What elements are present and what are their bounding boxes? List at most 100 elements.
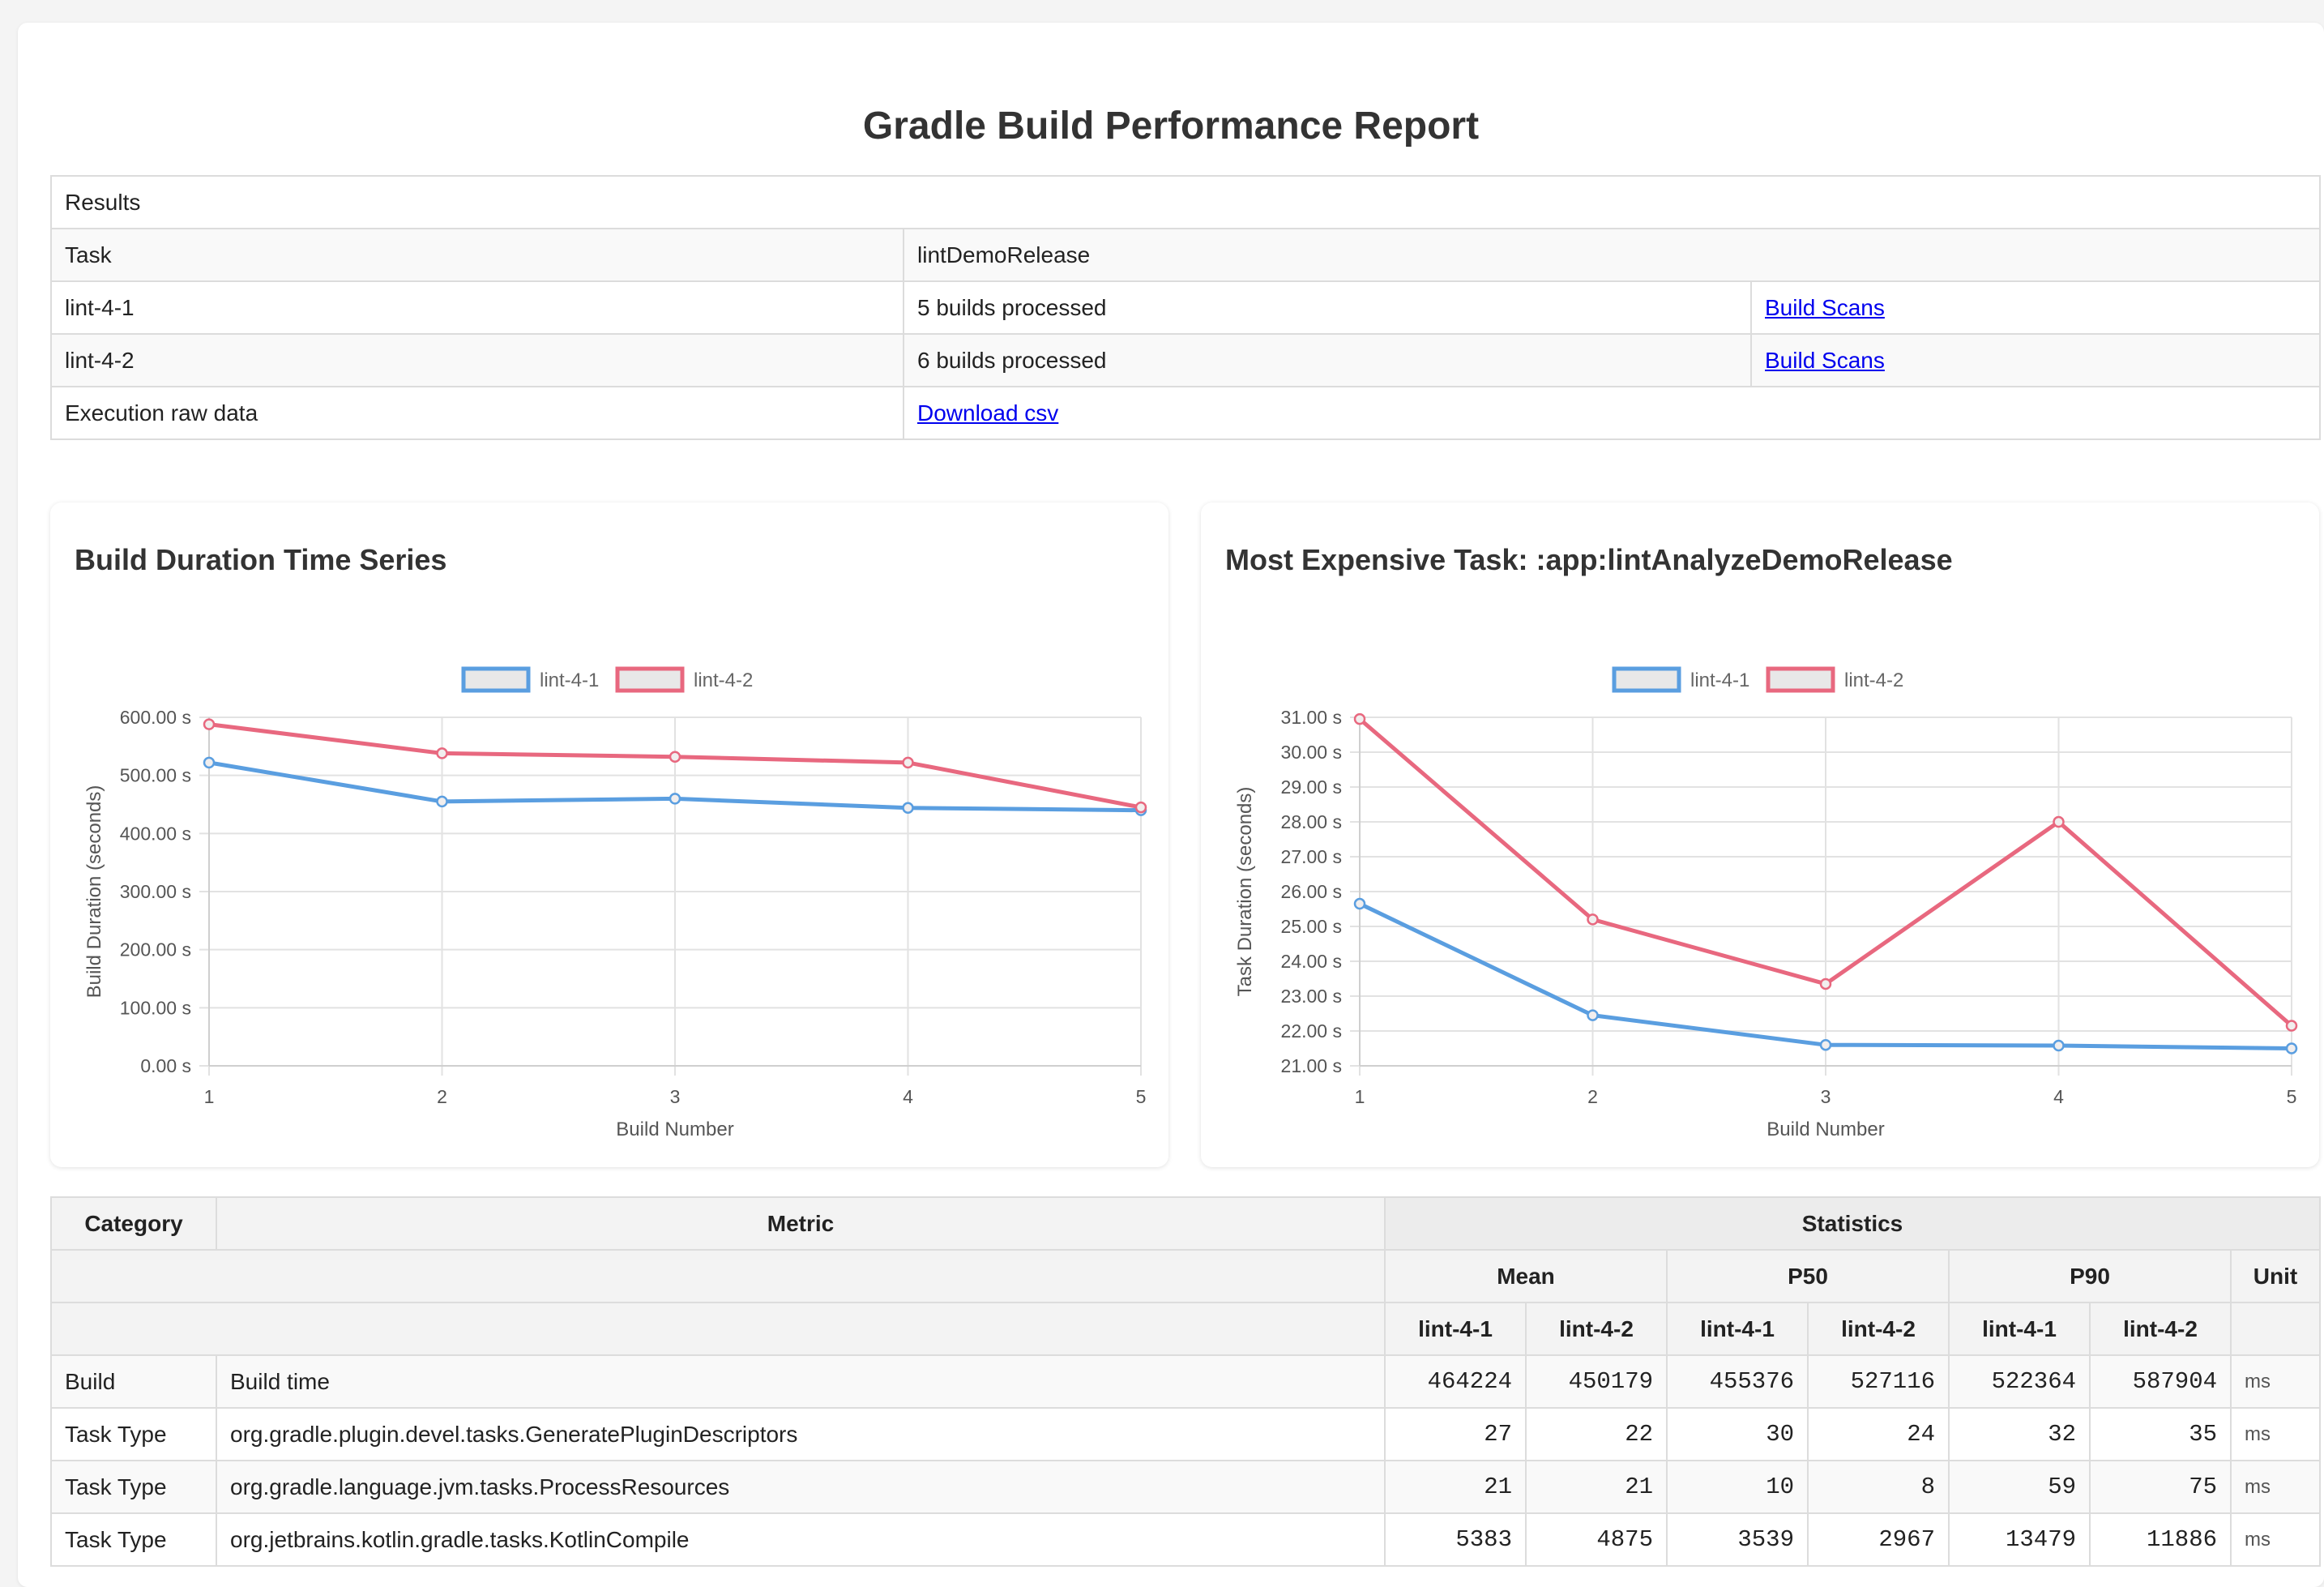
variant-header: lint-4-1: [1948, 1302, 2091, 1356]
data-point: [669, 793, 681, 805]
download-csv-cell: Download csv: [902, 386, 2322, 440]
x-tick-label: 2: [1587, 1086, 1598, 1107]
x-axis-title: Build Number: [616, 1119, 733, 1140]
value-cell: 450179: [1525, 1354, 1668, 1409]
y-tick-label: 0.00 s: [140, 1055, 191, 1076]
build-scans-link[interactable]: Build Scans: [1765, 347, 1885, 373]
data-point: [1819, 1038, 1832, 1051]
x-tick-label: 5: [1136, 1086, 1147, 1107]
data-point: [2285, 1042, 2298, 1054]
y-tick-label: 29.00 s: [1281, 776, 1342, 798]
data-point: [902, 802, 914, 815]
value-cell: 22: [1525, 1407, 1668, 1461]
x-tick-label: 4: [2053, 1086, 2064, 1107]
x-tick-label: 3: [670, 1086, 681, 1107]
y-tick-label: 27.00 s: [1281, 846, 1342, 867]
unit-cell: ms: [2229, 1460, 2322, 1514]
y-tick-label: 200.00 s: [120, 939, 191, 960]
metric-cell: org.gradle.language.jvm.tasks.ProcessRes…: [216, 1460, 1386, 1514]
value-cell: 587904: [2089, 1354, 2232, 1409]
y-tick-label: 400.00 s: [120, 823, 191, 844]
x-tick-label: 4: [903, 1086, 913, 1107]
category-cell: Task Type: [50, 1460, 217, 1514]
variant-header: lint-4-2: [2089, 1302, 2232, 1356]
data-point: [1134, 801, 1147, 814]
metrics-table: Category Metric Statistics Mean P50 P90 …: [50, 1196, 2322, 1567]
variant-header: lint-4-1: [1384, 1302, 1527, 1356]
value-cell: 11886: [2089, 1512, 2232, 1567]
variant-name: lint-4-2: [50, 333, 904, 387]
build-duration-chart: 600.00 s 500.00 s 400.00 s 300.00 s 200.00 s…: [83, 666, 1147, 1140]
y-tick-label: 30.00 s: [1281, 742, 1342, 763]
x-tick-label: 1: [1355, 1086, 1365, 1107]
legend-swatch: [461, 666, 531, 693]
x-tick-label: 2: [437, 1086, 447, 1107]
table-row: Task Type org.gradle.plugin.devel.tasks.…: [50, 1407, 2322, 1461]
legend-label: lint-4-1: [1690, 669, 1749, 691]
data-point: [2053, 1039, 2065, 1052]
x-tick-label: 1: [204, 1086, 215, 1107]
table-header-row: Mean P50 P90 Unit: [50, 1249, 2322, 1303]
y-axis-title: Build Duration (seconds): [83, 785, 105, 999]
value-cell: 4875: [1525, 1512, 1668, 1567]
table-row: Task Type org.gradle.language.jvm.tasks.…: [50, 1460, 2322, 1514]
data-point: [1587, 1009, 1599, 1021]
task-label: Task: [50, 228, 904, 282]
category-header: Category: [50, 1196, 217, 1251]
build-scans-link[interactable]: Build Scans: [1765, 294, 1885, 320]
value-cell: 21: [1384, 1460, 1527, 1514]
y-tick-label: 100.00 s: [120, 997, 191, 1018]
legend-swatch: [615, 666, 685, 693]
raw-data-label: Execution raw data: [50, 386, 904, 440]
task-value: lintDemoRelease: [902, 228, 2322, 282]
chart-title: Build Duration Time Series: [75, 543, 447, 576]
value-cell: 24: [1807, 1407, 1950, 1461]
data-point: [203, 718, 216, 730]
y-tick-label: 26.00 s: [1281, 881, 1342, 902]
y-tick-label: 28.00 s: [1281, 811, 1342, 832]
value-cell: 13479: [1948, 1512, 2091, 1567]
data-point: [1587, 913, 1599, 926]
value-cell: 5383: [1384, 1512, 1527, 1567]
y-tick-label: 31.00 s: [1281, 707, 1342, 728]
value-cell: 527116: [1807, 1354, 1950, 1409]
value-cell: 10: [1666, 1460, 1809, 1514]
category-cell: Task Type: [50, 1407, 217, 1461]
y-tick-label: 300.00 s: [120, 881, 191, 902]
metric-header: Metric: [216, 1196, 1386, 1251]
mean-header: Mean: [1384, 1249, 1668, 1303]
download-csv-link[interactable]: Download csv: [917, 400, 1059, 426]
table-header-row: Category Metric Statistics: [50, 1196, 2322, 1251]
value-cell: 21: [1525, 1460, 1668, 1514]
header-spacer: [50, 1249, 1386, 1303]
value-cell: 35: [2089, 1407, 2232, 1461]
data-point: [1819, 977, 1832, 990]
statistics-header: Statistics: [1383, 1196, 2322, 1251]
unit-header: Unit: [2229, 1249, 2322, 1303]
build-scans-cell: Build Scans: [1749, 280, 2322, 335]
x-tick-label: 3: [1821, 1086, 1831, 1107]
value-cell: 30: [1666, 1407, 1809, 1461]
value-cell: 8: [1807, 1460, 1950, 1514]
y-tick-label: 21.00 s: [1281, 1055, 1342, 1076]
value-cell: 522364: [1948, 1354, 2091, 1409]
page-title: Gradle Build Performance Report: [862, 105, 1480, 148]
value-cell: 59: [1948, 1460, 2091, 1514]
header-spacer: [2229, 1302, 2322, 1356]
data-point: [669, 751, 681, 763]
x-axis-title: Build Number: [1766, 1119, 1884, 1140]
builds-processed: 5 builds processed: [903, 280, 1752, 335]
metric-cell: org.gradle.plugin.devel.tasks.GeneratePl…: [216, 1407, 1386, 1461]
summary-table: Results Task lintDemoRelease lint-4-1 5 …: [49, 175, 2322, 440]
category-cell: Build: [50, 1354, 217, 1409]
expensive-task-chart: 31.00 s 30.00 s 29.00 s 28.00 s 27.00 s 26.00…: [1234, 666, 2298, 1140]
data-point: [902, 756, 914, 769]
y-tick-label: 22.00 s: [1281, 1020, 1342, 1042]
results-label: Results: [49, 175, 2322, 229]
table-row: Execution raw data Download csv: [50, 386, 2322, 440]
metric-cell: Build time: [216, 1354, 1386, 1409]
variant-name: lint-4-1: [50, 280, 904, 335]
value-cell: 3539: [1666, 1512, 1809, 1567]
report-card: Gradle Build Performance Report Results …: [18, 23, 2324, 1587]
